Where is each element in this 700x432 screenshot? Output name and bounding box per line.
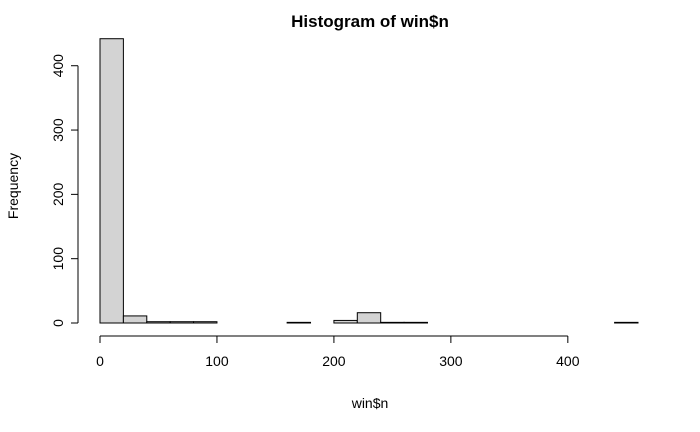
y-axis-label: Frequency — [5, 153, 21, 219]
histogram-bar-22 — [614, 321, 639, 324]
histogram-bar-8 — [286, 321, 312, 324]
histogram-bar-13 — [403, 321, 428, 324]
x-tick-label-3: 300 — [439, 353, 463, 369]
chart-title: Histogram of win$n — [291, 12, 449, 31]
histogram-bar-3 — [169, 321, 195, 324]
y-tick-label-1: 100 — [50, 247, 66, 271]
histogram-bar-12 — [380, 321, 405, 324]
x-axis: 0 100 200 300 400 — [96, 335, 580, 369]
x-tick-label-4: 400 — [556, 353, 580, 369]
y-tick-label-3: 300 — [50, 118, 66, 142]
histogram-bar-1 — [122, 315, 148, 324]
y-tick-label-0: 0 — [50, 319, 66, 327]
histogram-bar-10 — [333, 319, 358, 324]
x-axis-label: win$n — [351, 395, 389, 411]
histogram-bar-2 — [146, 321, 171, 324]
y-tick-label-4: 400 — [50, 54, 66, 78]
bars-group — [99, 38, 639, 324]
histogram-bar-11 — [356, 312, 382, 324]
x-tick-label-0: 0 — [96, 353, 104, 369]
x-tick-label-2: 200 — [322, 353, 346, 369]
x-tick-label-1: 100 — [205, 353, 229, 369]
y-axis: 0 100 200 300 400 — [50, 54, 79, 327]
histogram-bar-4 — [193, 321, 218, 324]
y-tick-label-2: 200 — [50, 182, 66, 206]
histogram-bar-0 — [99, 38, 124, 324]
